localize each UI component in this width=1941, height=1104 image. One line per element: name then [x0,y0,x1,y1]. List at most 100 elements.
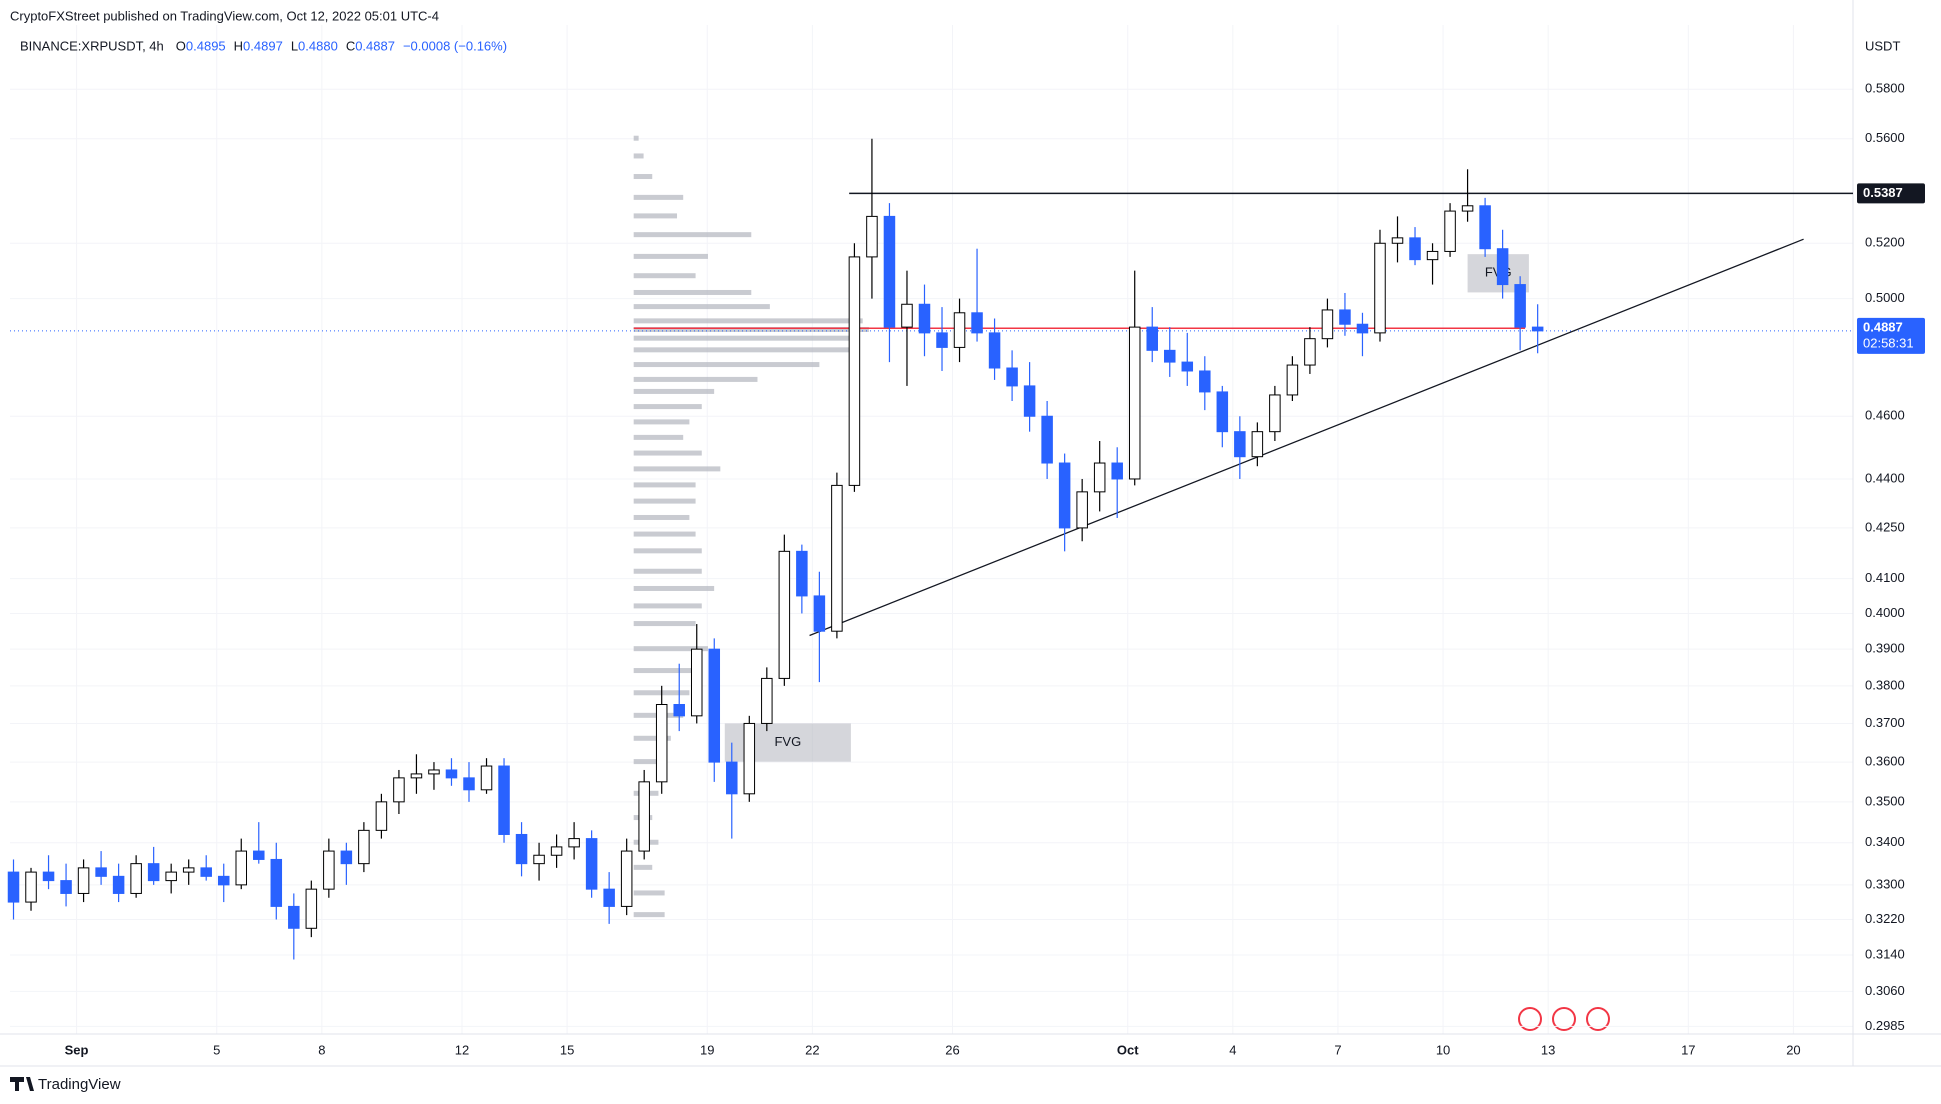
candle-body [1514,284,1526,328]
candle-body [1409,237,1421,261]
last-price-label: 0.4887 [1863,319,1903,334]
candle-body [270,858,283,907]
volume-profile-bar [633,213,678,219]
candle-body [1216,391,1229,433]
candle-body [182,867,195,873]
y-tick-label: 0.3220 [1865,911,1905,926]
price-label: 0.5387 [1863,185,1903,200]
y-tick-label: 0.4250 [1865,519,1905,534]
y-tick-label: 0.3500 [1865,793,1905,808]
candle-body [690,648,703,717]
legend-key: H [234,38,243,53]
volume-profile-bar [633,376,758,382]
candle-body [288,905,300,929]
volume-profile-bar [633,318,863,324]
candle-body [1269,394,1281,433]
volume-profile-bar [633,531,696,537]
volume-profile-bar [633,912,665,918]
candle-body [673,704,685,717]
candle-body [498,765,510,835]
volume-profile-bar [633,482,696,488]
legend-value: 0.4897 [243,38,283,53]
candle-body [761,677,773,724]
candle-body [971,312,983,334]
candle-body [1304,338,1316,366]
candle-body [743,722,756,795]
volume-profile-bar [633,194,684,200]
y-tick-label: 0.5600 [1865,130,1905,145]
candle-body [585,838,598,890]
y-tick-label: 0.3400 [1865,834,1905,849]
candle-body [1058,462,1071,529]
volume-profile-bar [633,646,708,652]
candle-body [147,863,160,882]
logo [10,1077,34,1091]
candle-body [1374,242,1386,334]
y-tick-label: 0.4400 [1865,470,1905,485]
price-label-box [1857,183,1925,204]
candle-body [1251,431,1264,458]
candle-body [1146,326,1158,351]
last-price-box [1857,317,1925,354]
candle-body [323,850,335,890]
candle-body [1006,367,1018,387]
candle-body [7,871,20,903]
candle-body [655,704,668,783]
candle-body [778,550,791,679]
candle-body [901,303,913,328]
candle-body [1128,326,1141,480]
candle-body [1531,326,1544,332]
volume-profile-bar [633,153,644,159]
candle-body [340,850,353,865]
legend-key: O [176,38,186,53]
x-tick-label: 17 [1681,1042,1695,1057]
volume-profile-bar [633,603,702,609]
volume-profile-bar [633,585,715,591]
y-tick-label: 0.4000 [1865,605,1905,620]
x-tick-label: 10 [1436,1042,1450,1057]
y-tick-label: 0.3600 [1865,754,1905,769]
candle-body [1076,491,1088,529]
x-tick-label: Oct [1117,1042,1139,1057]
candle-body [77,867,90,894]
y-tick-label: 0.3300 [1865,876,1905,891]
volume-profile-bar [633,388,715,394]
volume-profile-bar [633,450,702,456]
legend-key: L [291,38,298,53]
y-tick-label: 0.5000 [1865,290,1905,305]
candle-body [638,781,650,852]
x-tick-label: 19 [700,1042,714,1057]
x-tick-label: 26 [945,1042,959,1057]
volume-profile-bar [633,289,752,295]
candle-body [1234,431,1246,458]
candle-body [515,833,528,865]
volume-profile-bar [633,135,639,141]
x-tick-label: 15 [560,1042,574,1057]
volume-profile-bar [633,335,851,341]
candle-body [603,888,615,907]
candle-body [1199,370,1211,393]
countdown: 02:58:31 [1863,335,1914,350]
candle-body [813,595,826,632]
y-tick-label: 0.2985 [1865,1018,1905,1033]
candle-body [358,829,370,865]
candle-body [42,871,55,882]
candle-body [883,215,896,328]
candle-body [1479,205,1491,250]
volume-profile-bar [633,174,653,180]
candle-body [445,769,458,779]
candle-body [1181,361,1194,372]
volume-profile-bar [633,404,702,410]
candle-body [60,880,72,894]
header: CryptoFXStreet published on TradingView.… [10,8,439,23]
candle-body [375,801,388,831]
volume-profile-bar [633,548,702,554]
fvg-label: FVG [774,734,801,749]
event-icons [1518,1007,1610,1031]
currency: USDT [1865,38,1900,53]
candle-body [533,854,545,865]
candle-body [95,867,107,877]
volume-profile-bar [633,890,665,896]
volume-profile-bar [633,362,820,368]
